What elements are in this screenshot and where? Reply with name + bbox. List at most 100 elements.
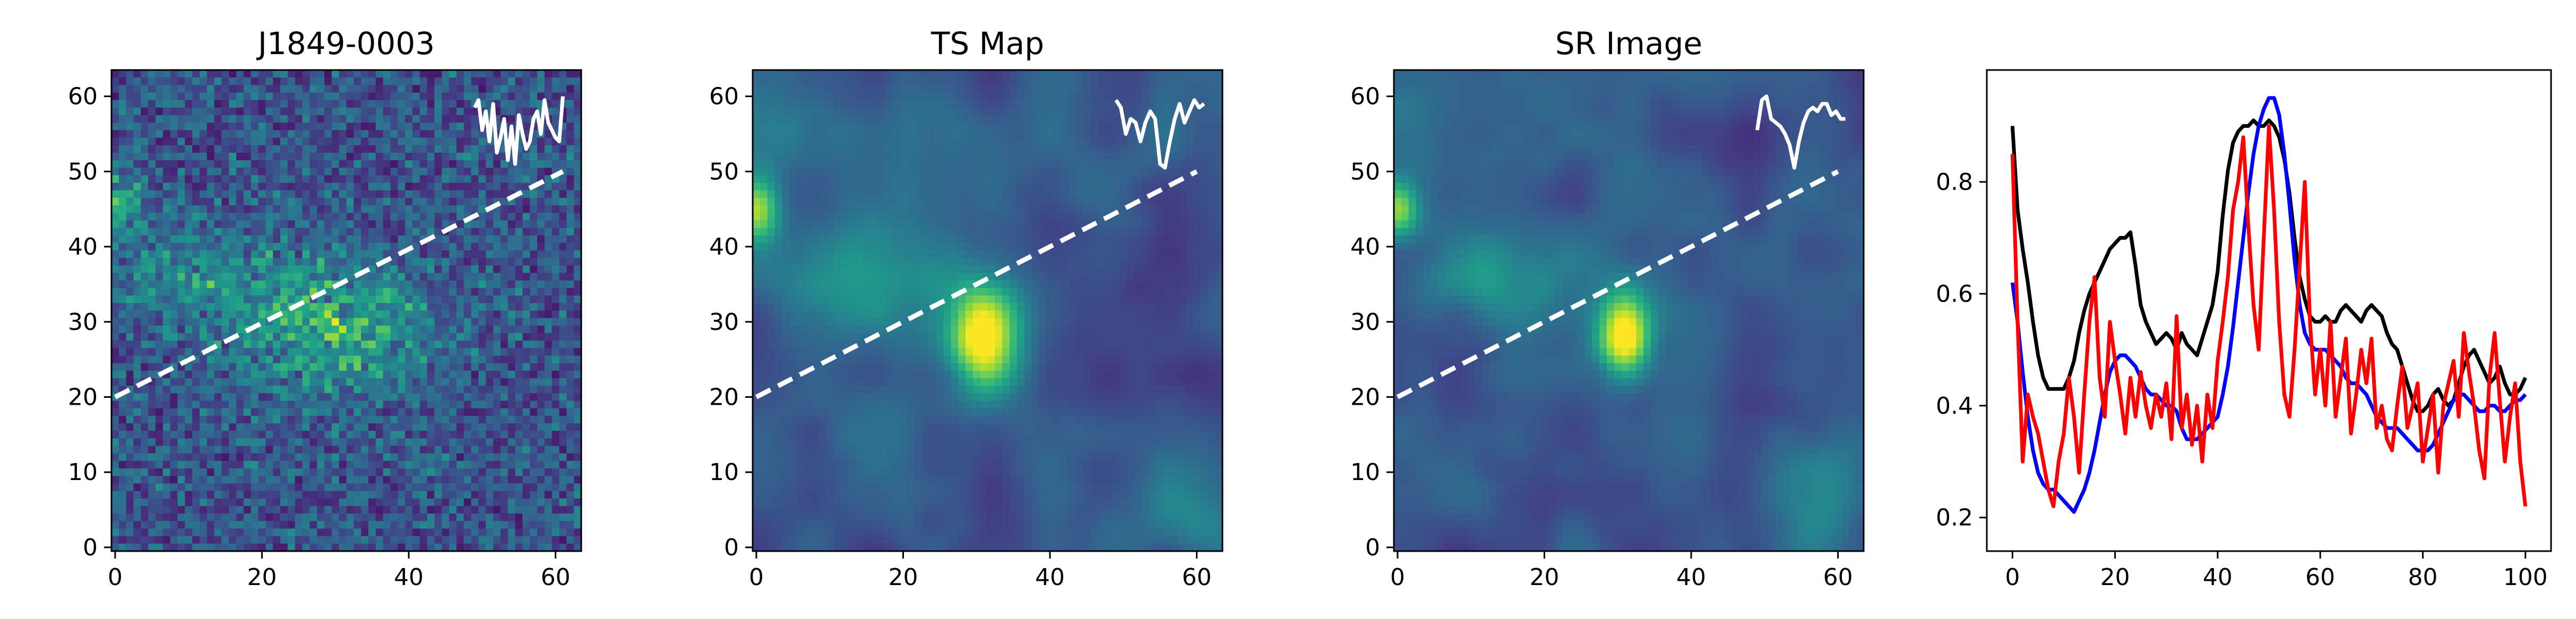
heatmap-cell bbox=[478, 160, 486, 168]
heatmap-cell bbox=[972, 92, 981, 101]
heatmap-cell bbox=[1164, 77, 1171, 85]
heatmap-cell bbox=[566, 348, 574, 356]
heatmap-cell bbox=[383, 310, 391, 319]
heatmap-cell bbox=[339, 197, 347, 206]
heatmap-cell bbox=[515, 333, 523, 341]
heatmap-cell bbox=[434, 318, 442, 326]
heatmap-cell bbox=[530, 250, 538, 258]
heatmap-cell bbox=[419, 498, 428, 507]
heatmap-cell bbox=[346, 235, 354, 243]
heatmap-cell bbox=[530, 235, 538, 243]
heatmap-cell bbox=[951, 152, 959, 161]
heatmap-cell bbox=[375, 325, 384, 334]
heatmap-cell bbox=[251, 107, 259, 116]
heatmap-cell bbox=[331, 521, 340, 529]
heatmap-cell bbox=[273, 145, 281, 153]
heatmap-cell bbox=[405, 408, 413, 416]
heatmap-cell bbox=[972, 107, 981, 116]
heatmap-cell bbox=[449, 85, 457, 93]
heatmap-cell bbox=[236, 408, 244, 416]
heatmap-cell bbox=[148, 70, 156, 78]
heatmap-cell bbox=[566, 408, 574, 416]
heatmap-cell bbox=[537, 453, 545, 461]
heatmap-cell bbox=[405, 303, 413, 311]
heatmap-cell bbox=[1039, 100, 1047, 108]
heatmap-cell bbox=[317, 378, 325, 386]
heatmap-cell bbox=[767, 152, 776, 161]
heatmap-cell bbox=[295, 446, 303, 454]
heatmap-cell bbox=[346, 491, 354, 499]
heatmap-cell bbox=[111, 431, 119, 439]
heatmap-cell bbox=[206, 378, 215, 386]
heatmap-cell bbox=[133, 446, 141, 454]
heatmap-cell bbox=[199, 115, 208, 123]
heatmap-cell bbox=[1097, 77, 1106, 85]
heatmap-cell bbox=[566, 438, 574, 447]
heatmap-cell bbox=[1208, 85, 1216, 93]
heatmap-cell bbox=[346, 513, 354, 521]
heatmap-cell bbox=[361, 205, 369, 213]
heatmap-cell bbox=[552, 423, 560, 431]
heatmap-cell bbox=[331, 431, 340, 439]
heatmap-cell bbox=[126, 250, 134, 258]
heatmap-cell bbox=[493, 483, 501, 492]
heatmap-cell bbox=[471, 325, 479, 334]
heatmap-cell bbox=[1208, 77, 1216, 85]
heatmap-cell bbox=[111, 287, 119, 296]
heatmap-cell bbox=[273, 273, 281, 281]
heatmap-cell bbox=[331, 310, 340, 319]
heatmap-cell bbox=[1134, 77, 1142, 85]
heatmap-cell bbox=[463, 491, 472, 499]
heatmap-cell bbox=[1149, 137, 1157, 146]
heatmap-cell bbox=[155, 190, 163, 198]
heatmap-cell bbox=[229, 137, 237, 146]
heatmap-cell bbox=[339, 250, 347, 258]
heatmap-cell bbox=[309, 348, 317, 356]
heatmap-cell bbox=[943, 100, 951, 108]
heatmap-cell bbox=[287, 107, 296, 116]
heatmap-cell bbox=[574, 242, 581, 251]
heatmap-cell bbox=[287, 363, 296, 371]
heatmap-cell bbox=[760, 107, 768, 116]
heatmap-cell bbox=[229, 408, 237, 416]
heatmap-cell bbox=[811, 85, 820, 93]
heatmap-cell bbox=[243, 70, 252, 78]
heatmap-cell bbox=[368, 160, 376, 168]
heatmap-cell bbox=[206, 325, 215, 334]
heatmap-cell bbox=[361, 107, 369, 116]
heatmap-cell bbox=[317, 92, 325, 101]
heatmap-cell bbox=[552, 483, 560, 492]
heatmap-cell bbox=[309, 483, 317, 492]
heatmap-cell bbox=[1185, 123, 1194, 130]
heatmap-cell bbox=[354, 182, 361, 191]
heatmap-cell bbox=[118, 145, 127, 153]
heatmap-cell bbox=[936, 100, 944, 108]
heatmap-cell bbox=[463, 137, 472, 146]
heatmap-cell bbox=[251, 528, 259, 537]
heatmap-cell bbox=[206, 220, 215, 229]
heatmap-cell bbox=[368, 242, 376, 251]
heatmap-cell bbox=[1112, 137, 1121, 146]
heatmap-cell bbox=[177, 250, 185, 258]
heatmap-cell bbox=[515, 355, 523, 364]
heatmap-cell bbox=[870, 100, 878, 108]
heatmap-cell bbox=[449, 498, 457, 507]
heatmap-cell bbox=[383, 408, 391, 416]
heatmap-cell bbox=[258, 386, 266, 394]
heatmap-cell bbox=[1215, 100, 1222, 108]
heatmap-cell bbox=[324, 280, 332, 289]
heatmap-cell bbox=[214, 168, 222, 176]
heatmap-cell bbox=[1208, 160, 1216, 168]
heatmap-cell bbox=[111, 408, 119, 416]
heatmap-cell bbox=[309, 273, 317, 281]
heatmap-cell bbox=[471, 491, 479, 499]
heatmap-cell bbox=[383, 168, 391, 176]
heatmap-cell bbox=[471, 250, 479, 258]
heatmap-cell bbox=[405, 468, 413, 476]
heatmap-cell bbox=[258, 310, 266, 319]
heatmap-cell bbox=[1075, 115, 1083, 123]
heatmap-cell bbox=[463, 197, 472, 206]
heatmap-cell bbox=[177, 123, 185, 130]
heatmap-cell bbox=[309, 468, 317, 476]
heatmap-cell bbox=[368, 287, 376, 296]
